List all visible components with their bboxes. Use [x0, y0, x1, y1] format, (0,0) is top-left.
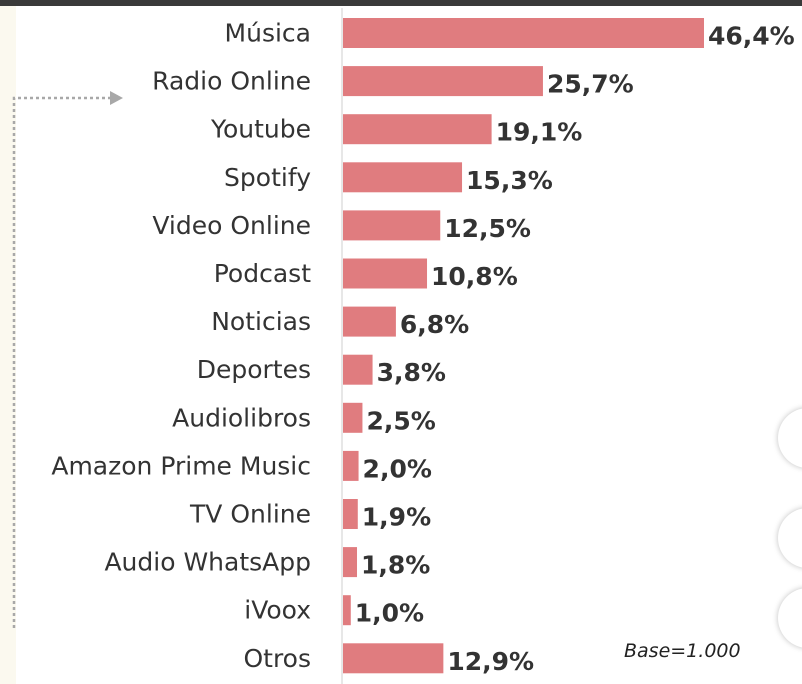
- arrow-head-icon: [110, 91, 123, 105]
- value-label-12: 1,0%: [355, 599, 424, 628]
- category-label-2: Youtube: [210, 115, 311, 144]
- bar-13: [343, 643, 444, 674]
- bar-5: [343, 258, 428, 289]
- bar-10: [343, 499, 358, 529]
- value-label-8: 2,5%: [366, 406, 435, 435]
- dotted-connector-line: [12, 96, 112, 628]
- bar-8: [343, 402, 363, 433]
- category-label-12: iVoox: [244, 596, 311, 625]
- value-label-3: 15,3%: [466, 166, 553, 195]
- value-label-0: 46,4%: [708, 22, 795, 51]
- value-label-13: 12,9%: [447, 647, 534, 676]
- category-label-7: Deportes: [197, 355, 311, 384]
- value-label-5: 10,8%: [431, 262, 518, 291]
- bar-6: [343, 306, 396, 337]
- value-label-11: 1,8%: [361, 551, 430, 580]
- category-label-8: Audiolibros: [172, 403, 311, 432]
- category-label-6: Noticias: [211, 307, 311, 336]
- value-label-10: 1,9%: [362, 503, 431, 532]
- bar-12: [343, 595, 351, 626]
- category-label-11: Audio WhatsApp: [104, 548, 311, 577]
- value-label-7: 3,8%: [377, 358, 446, 387]
- category-label-0: Música: [225, 19, 311, 48]
- category-label-13: Otros: [243, 644, 311, 673]
- value-label-4: 12,5%: [444, 214, 531, 243]
- base-annotation: Base=1.000: [624, 640, 741, 662]
- value-label-2: 19,1%: [496, 118, 583, 147]
- category-label-5: Podcast: [214, 259, 311, 288]
- bar-1: [343, 66, 543, 97]
- bar-11: [343, 547, 358, 578]
- bar-9: [343, 450, 359, 481]
- bar-7: [343, 354, 373, 385]
- bar-3: [343, 162, 463, 193]
- left-tint-strip: [0, 6, 16, 684]
- top-dark-band: [0, 0, 802, 6]
- value-label-6: 6,8%: [400, 310, 469, 339]
- value-label-9: 2,0%: [363, 454, 432, 483]
- value-label-1: 25,7%: [547, 70, 634, 99]
- bar-4: [343, 210, 441, 241]
- category-label-1: Radio Online: [152, 67, 311, 96]
- category-label-9: Amazon Prime Music: [51, 451, 311, 480]
- bar-0: [343, 18, 704, 48]
- category-label-10: TV Online: [189, 500, 311, 529]
- category-label-4: Video Online: [152, 211, 311, 240]
- category-label-3: Spotify: [224, 163, 311, 192]
- bar-2: [343, 114, 492, 145]
